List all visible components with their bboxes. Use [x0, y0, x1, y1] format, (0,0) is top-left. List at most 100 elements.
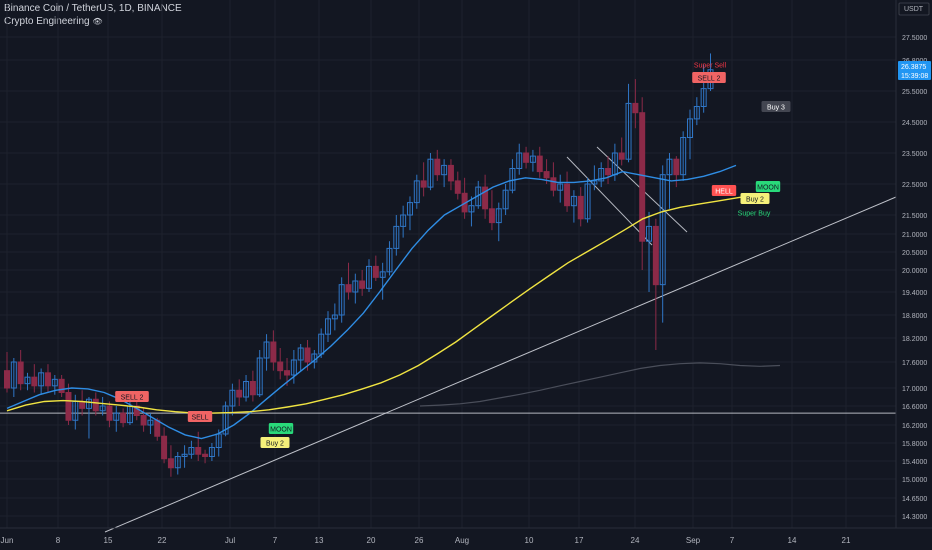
- signal-label: Super Sell: [694, 63, 727, 70]
- candle-body: [447, 164, 454, 182]
- trendlines: [104, 146, 897, 533]
- candle-body: [188, 447, 195, 455]
- countdown-value: 15:39:08: [901, 73, 928, 80]
- candle-body: [338, 284, 345, 316]
- candle-body: [502, 189, 509, 210]
- time-tick: Sep: [686, 536, 701, 545]
- price-tick: 25.5000: [902, 89, 927, 96]
- candle-body: [113, 412, 120, 421]
- eye-icon[interactable]: 👁: [92, 17, 103, 26]
- candle-body: [290, 359, 297, 376]
- candle-body: [229, 389, 236, 407]
- candle-body: [85, 398, 92, 409]
- candle-body: [345, 284, 352, 293]
- time-tick: 13: [315, 536, 324, 545]
- candle-body: [58, 378, 65, 394]
- candle-body: [550, 177, 557, 191]
- candle-body: [400, 214, 407, 227]
- candle-body: [365, 265, 372, 289]
- candle-body: [331, 314, 338, 320]
- price-tick: 27.5000: [902, 35, 927, 42]
- indicator-legend[interactable]: Crypto Engineering 👁: [4, 16, 103, 27]
- signal-label: Buy 2: [746, 197, 764, 204]
- candle-body: [441, 164, 448, 176]
- candle-body: [468, 205, 475, 213]
- signal-badge-bg: [187, 411, 213, 422]
- candle-body: [584, 183, 591, 220]
- candle-body: [297, 347, 304, 361]
- candle-body: [564, 183, 571, 207]
- candle-body: [413, 180, 420, 204]
- time-scale: Jun 8 15 22 Jul 7 13 20 26 Aug 10 17 24 Sep 7 14 21: [0, 527, 932, 545]
- signal-buy3: Buy 3: [761, 101, 791, 112]
- candle-body: [680, 137, 687, 176]
- signal-label: SELL 2: [698, 76, 721, 83]
- signal-badge-bg: [761, 101, 791, 112]
- signal-label: MOON: [270, 427, 292, 434]
- rising-trendline: [104, 196, 897, 533]
- candle-body: [120, 412, 127, 424]
- ma-gray-line: [419, 362, 781, 407]
- candle-body: [167, 458, 174, 469]
- time-tick: 7: [730, 536, 735, 545]
- candle-body: [359, 280, 366, 289]
- signal-moon: MOON: [755, 181, 781, 192]
- candles: [4, 53, 714, 477]
- candle-body: [270, 341, 277, 363]
- candle-body: [666, 158, 673, 176]
- candle-body: [591, 180, 598, 185]
- price-tick: 18.2000: [902, 336, 927, 343]
- candle-body: [31, 376, 38, 387]
- indicator-name: Crypto Engineering: [4, 16, 90, 27]
- candle-body: [106, 405, 113, 421]
- candle-body: [605, 168, 612, 176]
- time-tick: Jun: [1, 536, 14, 545]
- price-tick: 21.0000: [902, 232, 927, 239]
- price-tick: 17.6000: [902, 360, 927, 367]
- candle-body: [140, 415, 147, 426]
- candle-body: [154, 419, 161, 437]
- candle-body: [92, 398, 99, 412]
- chart-grid: [0, 0, 896, 528]
- candle-body: [379, 271, 386, 278]
- price-tick: 15.8000: [902, 441, 927, 448]
- price-tick: 21.5000: [902, 213, 927, 220]
- candle-body: [495, 208, 502, 224]
- candle-body: [277, 361, 284, 372]
- price-tick: 15.4000: [902, 459, 927, 466]
- candle-body: [17, 361, 24, 385]
- signal-badge-bg: [755, 181, 781, 192]
- candle-body: [208, 447, 215, 457]
- candle-body: [434, 158, 441, 176]
- price-tick: 14.6500: [902, 496, 927, 503]
- currency-box: [898, 2, 930, 16]
- signal-label: Buy 3: [767, 105, 785, 112]
- time-tick: 14: [788, 536, 797, 545]
- ma-yellow-line: [6, 194, 756, 414]
- candle-body: [263, 341, 270, 359]
- time-tick: 22: [158, 536, 167, 545]
- signal-badges: SELL 2 SELL MOON Buy 2 Super Sell SELL 2 HELL M…: [115, 63, 791, 448]
- candle-body: [543, 171, 550, 179]
- candle-body: [406, 202, 413, 216]
- time-tick: 15: [104, 536, 113, 545]
- candle-body: [393, 225, 400, 249]
- price-tick: 17.0000: [902, 386, 927, 393]
- signal-sell: SELL 2: [115, 391, 149, 402]
- signal-badge-bg: [260, 437, 290, 448]
- candle-body: [174, 456, 181, 469]
- price-tick: 20.0000: [902, 268, 927, 275]
- signal-hell: HELL: [711, 185, 737, 196]
- signal-badge-bg: [692, 72, 726, 83]
- ma-blue-line: [6, 164, 737, 440]
- candle-body: [202, 453, 209, 457]
- time-tick: 26: [415, 536, 424, 545]
- candle-body: [488, 208, 495, 224]
- candle-body: [625, 102, 632, 160]
- signal-badge-bg: [711, 185, 737, 196]
- time-tick: 17: [575, 536, 584, 545]
- candle-body: [236, 389, 243, 398]
- candle-body: [99, 405, 106, 412]
- candle-body: [243, 381, 250, 398]
